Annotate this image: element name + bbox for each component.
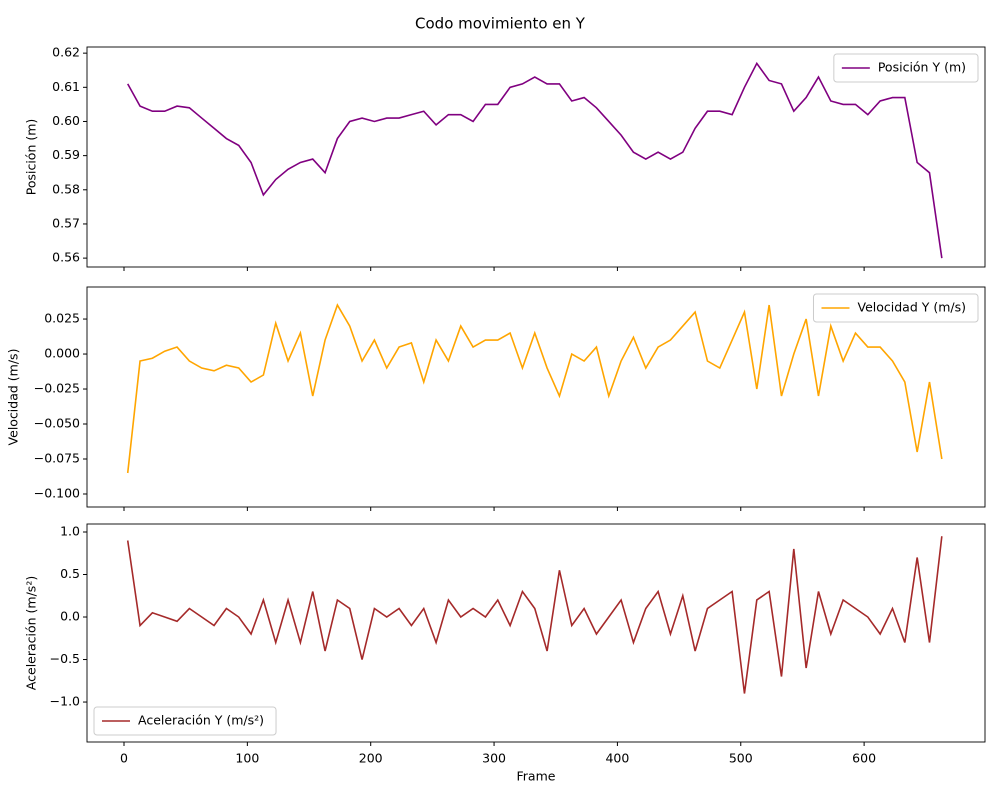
x-tick-label: 500 [729,751,753,766]
y-tick-label: −0.025 [34,381,80,396]
x-tick-label: 0 [120,751,128,766]
y-tick-label: 0.59 [52,147,80,162]
x-tick-label: 200 [359,751,383,766]
y-tick-label: −0.5 [50,651,80,666]
legend-box [93,706,277,736]
legend: Posición Y (m) [833,53,979,83]
axes-frame [86,286,986,508]
y-tick-label: 0.56 [52,250,80,265]
y-axis-label: Aceleración (m/s²) [24,576,39,690]
y-tick-label: −0.075 [34,450,80,465]
y-tick-label: 0.025 [44,311,80,326]
axes-frame [86,46,986,268]
y-tick-label: −1.0 [50,694,80,709]
y-tick-label: 0.0 [60,609,80,624]
data-line [126,303,943,474]
legend-box [833,53,979,83]
x-tick-label: 300 [482,751,506,766]
legend-box [812,293,979,323]
y-tick-label: −0.100 [34,485,80,500]
y-axis-label: Velocidad (m/s) [6,349,21,446]
axes-frame [86,523,986,743]
y-tick-label: 0.60 [52,113,80,128]
y-axis-label: Posición (m) [24,119,39,196]
x-tick-label: 400 [605,751,629,766]
legend-label: Aceleración Y (m/s²) [138,713,264,728]
x-axis-label: Frame [517,769,556,784]
y-tick-label: 1.0 [60,523,80,538]
y-tick-label: 0.61 [52,79,80,94]
y-tick-label: 0.000 [44,346,80,361]
y-tick-label: 0.58 [52,181,80,196]
figure-title: Codo movimiento en Y [415,15,586,33]
legend: Aceleración Y (m/s²) [93,706,277,736]
y-tick-label: 0.5 [60,566,80,581]
y-tick-label: −0.050 [34,416,80,431]
x-tick-label: 600 [852,751,876,766]
data-line [127,61,943,259]
data-line [126,536,943,694]
y-tick-label: 0.62 [52,45,80,60]
x-tick-label: 100 [235,751,259,766]
legend-label: Posición Y (m) [878,60,966,75]
legend-label: Velocidad Y (m/s) [857,300,966,315]
legend: Velocidad Y (m/s) [812,293,979,323]
y-tick-label: 0.57 [52,215,80,230]
